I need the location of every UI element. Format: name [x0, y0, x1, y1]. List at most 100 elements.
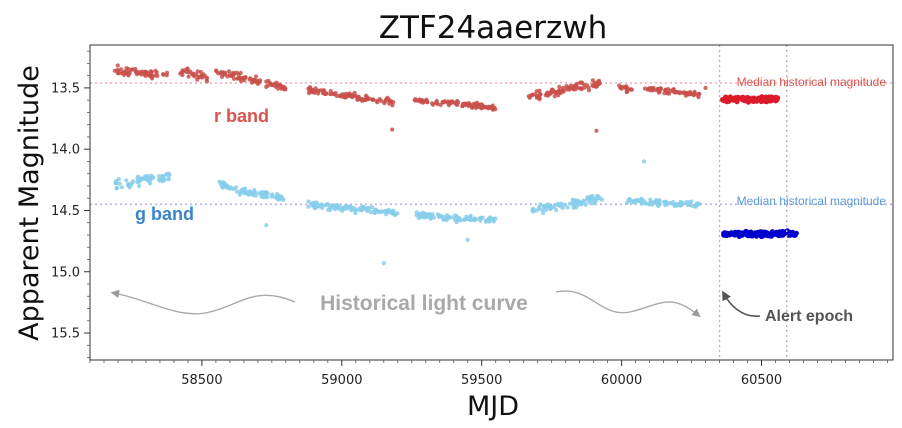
r-band-point: [683, 93, 689, 98]
r-band-point: [623, 84, 628, 90]
g-band-point: [587, 200, 592, 205]
r-band-point: [143, 70, 148, 75]
r-band-point: [238, 77, 243, 82]
g-band-point: [530, 209, 535, 214]
g-band-point: [453, 213, 458, 218]
r-band-point: [306, 91, 312, 96]
g-band-point: [552, 205, 557, 210]
r-band-point: [594, 84, 600, 89]
g-band-alert-point: [768, 233, 775, 239]
plot-frame: [89, 44, 894, 361]
g-band-point: [137, 177, 142, 182]
r-band-alert-point: [734, 99, 740, 105]
r-band-point: [538, 92, 543, 97]
r-band-point: [216, 71, 221, 76]
g-band-point: [114, 186, 119, 191]
g-band-point: [429, 215, 434, 220]
g-band-point: [555, 201, 561, 206]
y-tick-label: 15.0: [51, 265, 80, 280]
g-band-point: [306, 199, 311, 204]
r-band-point: [629, 87, 634, 92]
r-band-point: [253, 78, 258, 84]
g-band-point: [306, 204, 311, 209]
r-band-point: [596, 79, 601, 84]
r-band-label: r band: [214, 106, 269, 126]
r-band-point: [571, 87, 576, 92]
g-band-alert-point: [753, 233, 760, 239]
g-band-point: [320, 205, 325, 210]
r-band-alert-point: [723, 96, 730, 102]
g-band-point: [265, 195, 270, 200]
r-band-point: [440, 100, 445, 105]
g-band-outlier: [381, 261, 386, 266]
g-band-point: [674, 202, 680, 207]
r-band-point: [695, 92, 700, 98]
r-band-point: [460, 103, 465, 109]
x-tick-label: 59000: [321, 373, 362, 388]
g-band-point: [594, 196, 599, 201]
g-band-point: [117, 181, 122, 186]
g-band-point: [461, 217, 467, 222]
g-band-point: [663, 200, 668, 205]
r-band-point: [549, 87, 554, 92]
r-band-point: [253, 74, 259, 79]
g-band-point: [269, 194, 274, 199]
g-band-point: [540, 208, 545, 213]
r-band-point: [112, 68, 117, 73]
y-tick-label: 13.5: [51, 81, 80, 96]
r-band-point: [185, 66, 190, 71]
g-band-outlier: [264, 223, 269, 228]
g-band-label: g band: [135, 204, 194, 224]
g-band-point: [414, 210, 419, 215]
r-band-point: [232, 70, 237, 76]
r-band-point: [625, 88, 630, 93]
r-band-point: [364, 96, 369, 101]
r-band-point: [575, 85, 580, 90]
r-band-point: [692, 89, 697, 94]
g-band-point: [694, 201, 700, 206]
g-band-point: [149, 173, 154, 178]
g-band-point: [368, 210, 373, 215]
r-band-point: [275, 83, 280, 88]
r-band-point: [574, 81, 580, 86]
r-band-point: [536, 95, 541, 100]
g-band-point: [424, 212, 429, 217]
r-band-point: [136, 71, 141, 76]
r-band-outlier: [594, 128, 599, 133]
x-tick-label: 58500: [181, 373, 222, 388]
g-band-point: [583, 202, 588, 207]
r-band-point: [418, 99, 423, 104]
plot-layer: [90, 45, 893, 360]
g-band-point: [641, 198, 646, 203]
g-band-point: [365, 207, 370, 212]
g-band-point: [119, 185, 124, 190]
g-band-outlier: [465, 237, 470, 242]
g-band-outlier: [641, 159, 647, 164]
r-band-point: [202, 73, 207, 79]
r-band-point: [119, 67, 124, 72]
g-band-point: [578, 200, 584, 205]
r-band-point: [489, 105, 494, 111]
g-band-alert-point: [758, 230, 764, 236]
g-band-point: [324, 202, 329, 207]
historical-right-arrow: [555, 290, 701, 318]
r-band-point: [674, 89, 679, 94]
r-band-point: [129, 67, 134, 72]
g-band-point: [488, 216, 493, 221]
r-band-alert-point: [767, 98, 774, 104]
g-band-point: [565, 205, 570, 210]
r-band-outlier: [703, 85, 708, 90]
r-band-point: [164, 70, 170, 75]
r-band-point: [147, 73, 152, 78]
r-band-point: [264, 79, 269, 84]
g-band-alert-point: [745, 230, 751, 236]
g-band-alert-point: [733, 231, 740, 237]
g-band-alert-point: [775, 230, 782, 236]
r-band-alert-point: [773, 95, 779, 101]
r-band-point: [647, 86, 652, 91]
g-band-point: [574, 198, 579, 203]
g-band-point: [137, 183, 142, 189]
g-band-point: [572, 204, 577, 209]
r-band-point: [664, 88, 669, 94]
g-band-point: [263, 190, 268, 195]
